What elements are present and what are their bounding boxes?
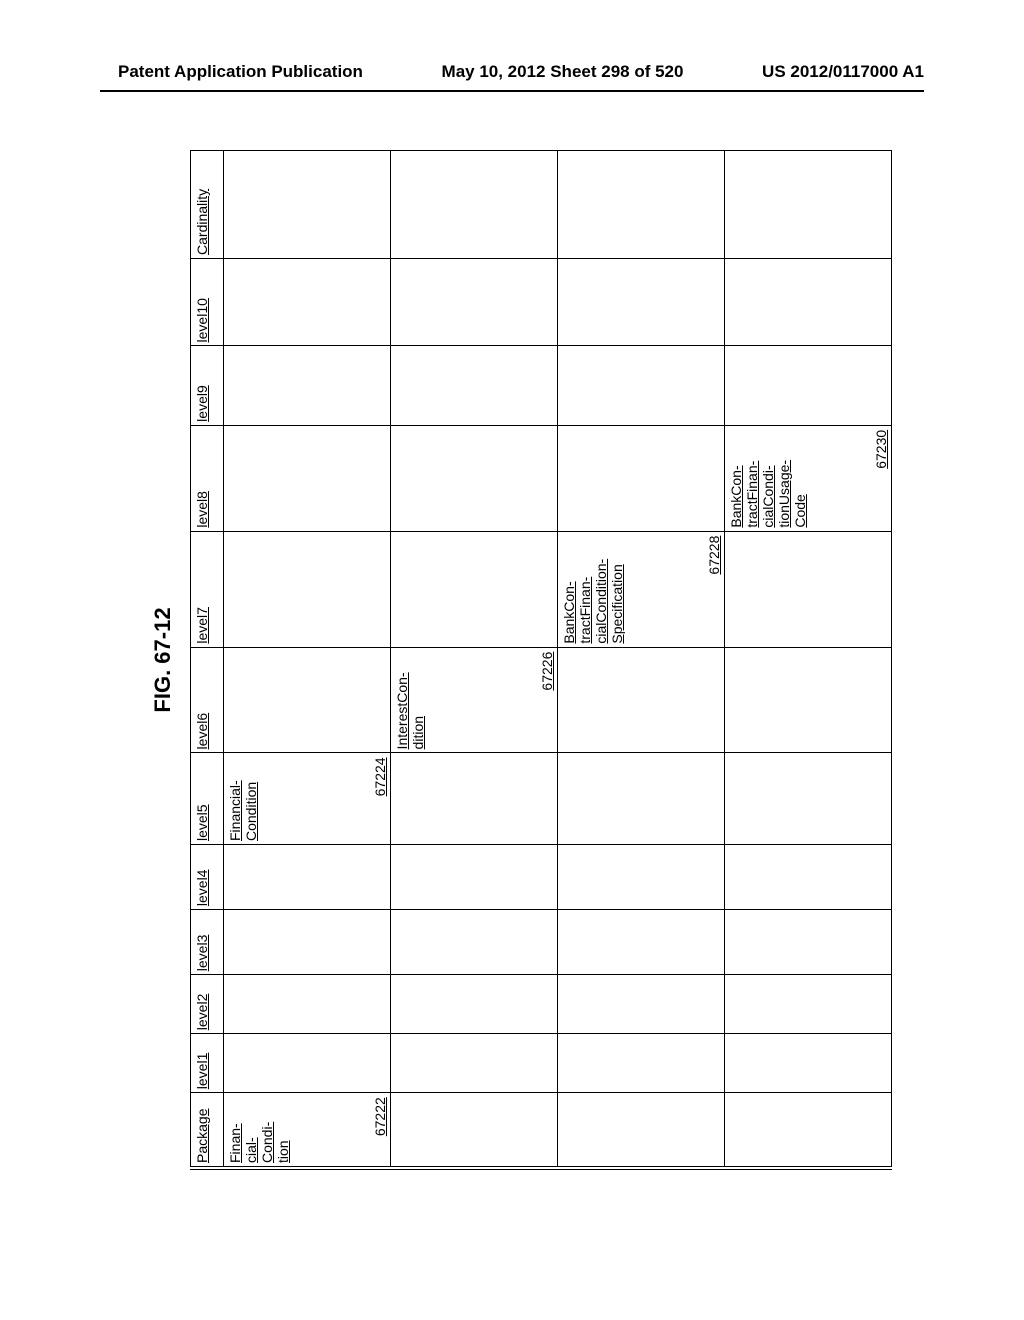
levels-table: Package level1 level2 level3 level4 leve…: [190, 150, 892, 1170]
header-right: US 2012/0117000 A1: [762, 62, 924, 82]
cell-level6: [725, 647, 892, 753]
col-package: Package: [191, 1093, 224, 1168]
col-level4: level4: [191, 845, 224, 910]
cell-level1: [725, 1034, 892, 1093]
cell-level4: [725, 845, 892, 910]
col-level3: level3: [191, 910, 224, 975]
cell-level10: [224, 258, 391, 346]
cell-ref: 67228: [706, 536, 722, 575]
cell-cardinality: [224, 151, 391, 259]
cell-level7: [224, 531, 391, 647]
cell-ref: 67224: [372, 757, 388, 796]
cell-cardinality: [558, 151, 725, 259]
cell-level8: [391, 425, 558, 531]
cell-level5: Financial-Condition 67224: [224, 753, 391, 845]
cell-level2: [224, 975, 391, 1034]
table-header-row: Package level1 level2 level3 level4 leve…: [191, 151, 224, 1169]
cell-level7: BankCon-tractFinan-cialCondition-Specifi…: [558, 531, 725, 647]
cell-level3: [391, 910, 558, 975]
cell-level10: [558, 258, 725, 346]
cell-cardinality: [391, 151, 558, 259]
cell-ref: 67226: [539, 652, 555, 691]
cell-cardinality: [725, 151, 892, 259]
cell-ref: 67230: [873, 430, 889, 469]
col-level9: level9: [191, 346, 224, 425]
col-level1: level1: [191, 1034, 224, 1093]
rotated-figure: FIG. 67-12 Package level1 level2 level3 …: [150, 150, 874, 1170]
cell-level6: [224, 647, 391, 753]
cell-level8: [558, 425, 725, 531]
figure-area: FIG. 67-12 Package level1 level2 level3 …: [150, 150, 874, 1170]
cell-level4: [224, 845, 391, 910]
cell-level9: [725, 346, 892, 425]
cell-ref: 67222: [372, 1097, 388, 1136]
cell-level4: [558, 845, 725, 910]
cell-level10: [725, 258, 892, 346]
cell-label: BankCon-tractFinan-cialCondi-tionUsage-C…: [728, 429, 808, 528]
cell-level9: [391, 346, 558, 425]
col-level10: level10: [191, 258, 224, 346]
col-level7: level7: [191, 531, 224, 647]
cell-level2: [725, 975, 892, 1034]
cell-level9: [558, 346, 725, 425]
page: Patent Application Publication May 10, 2…: [0, 0, 1024, 1320]
cell-package: Finan-cial-Condi-tion 67222: [224, 1093, 391, 1168]
cell-level2: [558, 975, 725, 1034]
cell-level3: [725, 910, 892, 975]
cell-level8: BankCon-tractFinan-cialCondi-tionUsage-C…: [725, 425, 892, 531]
cell-level6: [558, 647, 725, 753]
cell-label: BankCon-tractFinan-cialCondition-Specifi…: [561, 535, 625, 644]
page-header: Patent Application Publication May 10, 2…: [0, 62, 1024, 88]
cell-level7: [391, 531, 558, 647]
cell-level5: [558, 753, 725, 845]
cell-package: [725, 1093, 892, 1168]
cell-level1: [558, 1034, 725, 1093]
cell-level3: [224, 910, 391, 975]
cell-level5: [391, 753, 558, 845]
cell-level6: InterestCon-dition 67226: [391, 647, 558, 753]
col-level8: level8: [191, 425, 224, 531]
col-level6: level6: [191, 647, 224, 753]
cell-label: Financial-Condition: [227, 756, 259, 841]
cell-level8: [224, 425, 391, 531]
header-left: Patent Application Publication: [118, 62, 363, 82]
cell-level4: [391, 845, 558, 910]
col-level5: level5: [191, 753, 224, 845]
cell-label: Finan-cial-Condi-tion: [227, 1096, 291, 1163]
cell-level2: [391, 975, 558, 1034]
col-cardinality: Cardinality: [191, 151, 224, 259]
table-row: Finan-cial-Condi-tion 67222 Financial-Cond…: [224, 151, 391, 1169]
cell-package: [391, 1093, 558, 1168]
cell-level1: [391, 1034, 558, 1093]
table-row: BankCon-tractFinan-cialCondi-tionUsage-C…: [725, 151, 892, 1169]
cell-level7: [725, 531, 892, 647]
header-rule: [100, 90, 924, 92]
figure-label: FIG. 67-12: [150, 150, 176, 1170]
table-row: BankCon-tractFinan-cialCondition-Specifi…: [558, 151, 725, 1169]
table-row: InterestCon-dition 67226: [391, 151, 558, 1169]
cell-level10: [391, 258, 558, 346]
cell-level1: [224, 1034, 391, 1093]
cell-level9: [224, 346, 391, 425]
cell-level3: [558, 910, 725, 975]
col-level2: level2: [191, 975, 224, 1034]
table-body: Finan-cial-Condi-tion 67222 Financial-Cond…: [224, 151, 892, 1169]
cell-level5: [725, 753, 892, 845]
cell-label: InterestCon-dition: [394, 651, 426, 750]
cell-package: [558, 1093, 725, 1168]
header-center: May 10, 2012 Sheet 298 of 520: [442, 62, 684, 82]
